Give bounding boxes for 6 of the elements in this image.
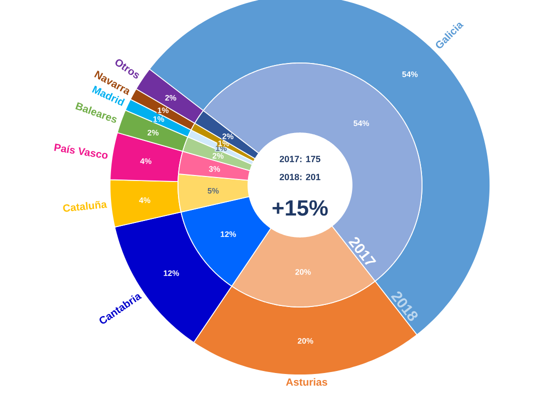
slice-label: Cataluña [63, 200, 108, 212]
text: 2017: 175 [280, 156, 320, 162]
slice-label: País Vasco [54, 144, 108, 159]
text: +15% [272, 200, 328, 216]
slice-label: Asturias [286, 378, 328, 386]
text: 2018: 201 [280, 174, 320, 180]
